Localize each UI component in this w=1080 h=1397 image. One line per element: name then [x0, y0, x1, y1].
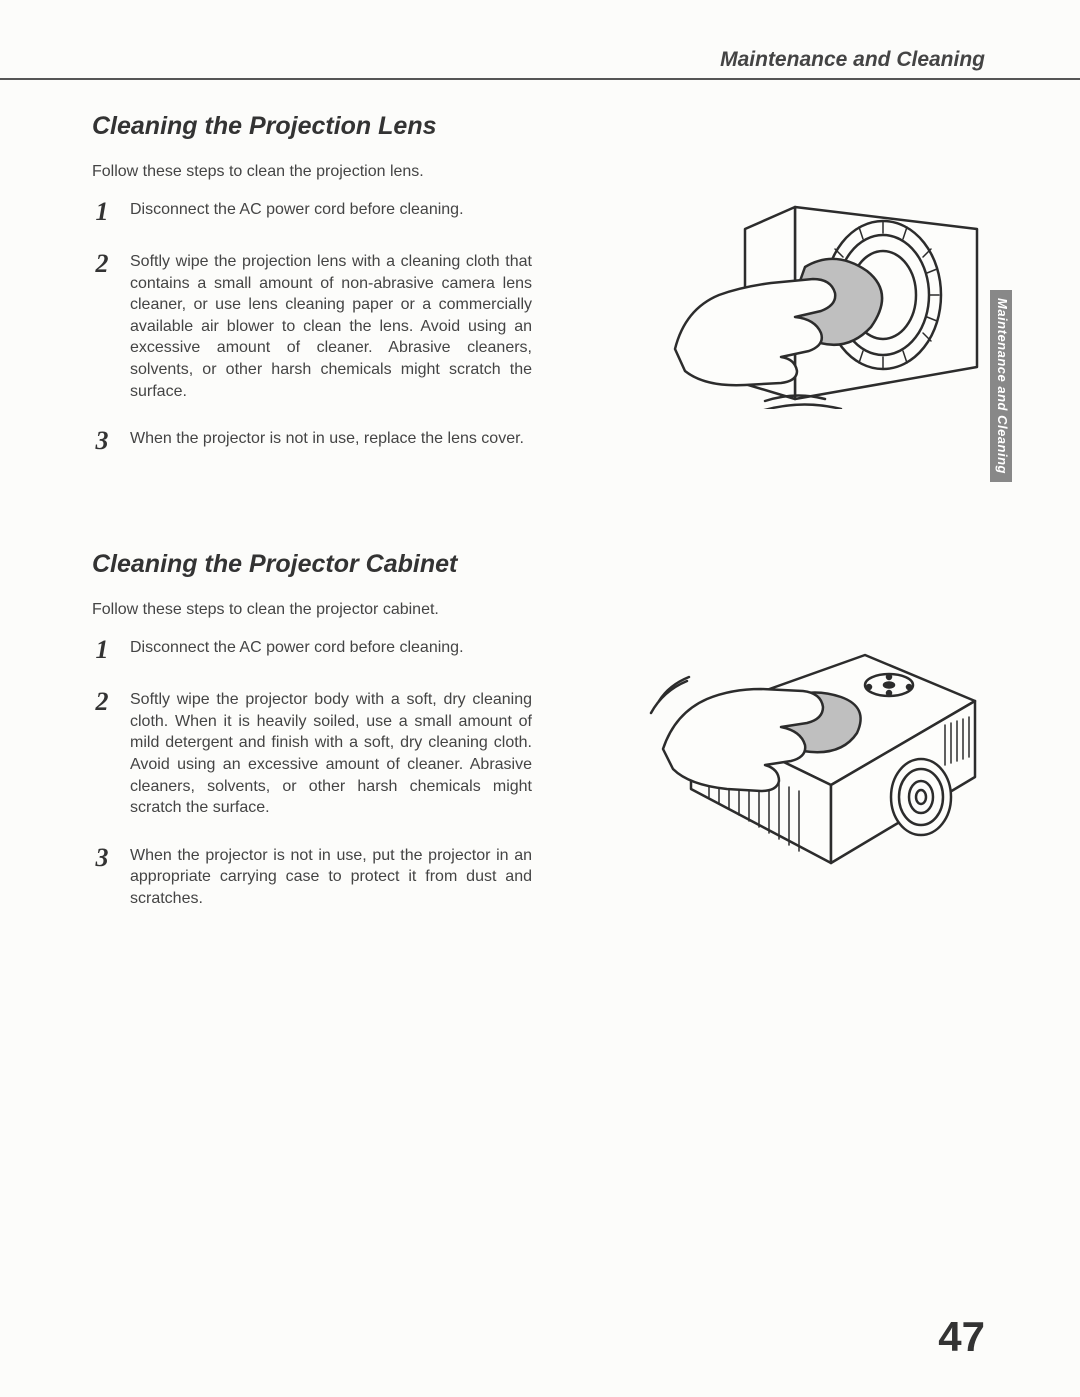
step-number: 3: [92, 845, 112, 910]
step-number: 3: [92, 428, 112, 454]
step-text: Softly wipe the projector body with a so…: [130, 689, 532, 819]
step: 1 Disconnect the AC power cord before cl…: [92, 199, 532, 225]
step: 2 Softly wipe the projection lens with a…: [92, 251, 532, 402]
step-text: Disconnect the AC power cord before clea…: [130, 199, 464, 225]
step: 3 When the projector is not in use, repl…: [92, 428, 532, 454]
running-head: Maintenance and Cleaning: [720, 48, 985, 72]
section2-intro: Follow these steps to clean the projecto…: [92, 601, 985, 619]
page-number: 47: [938, 1313, 985, 1361]
section2-block: 1 Disconnect the AC power cord before cl…: [92, 637, 985, 935]
lens-cleaning-illustration: [645, 199, 985, 409]
page-content: Cleaning the Projection Lens Follow thes…: [92, 100, 985, 936]
step-text: Softly wipe the projection lens with a c…: [130, 251, 532, 402]
step-number: 2: [92, 251, 112, 402]
step: 3 When the projector is not in use, put …: [92, 845, 532, 910]
header-rule: [0, 78, 1080, 80]
section2-title: Cleaning the Projector Cabinet: [92, 550, 985, 579]
step: 1 Disconnect the AC power cord before cl…: [92, 637, 532, 663]
section2-steps: 1 Disconnect the AC power cord before cl…: [92, 637, 532, 935]
step-text: When the projector is not in use, put th…: [130, 845, 532, 910]
step-number: 1: [92, 637, 112, 663]
step: 2 Softly wipe the projector body with a …: [92, 689, 532, 819]
step-number: 1: [92, 199, 112, 225]
section2: Cleaning the Projector Cabinet Follow th…: [92, 550, 985, 935]
step-number: 2: [92, 689, 112, 819]
manual-page: Maintenance and Cleaning Maintenance and…: [0, 0, 1080, 1397]
section-tab: Maintenance and Cleaning: [990, 290, 1012, 482]
cabinet-cleaning-illustration: [645, 637, 985, 877]
section1-steps: 1 Disconnect the AC power cord before cl…: [92, 199, 532, 480]
step-text: Disconnect the AC power cord before clea…: [130, 637, 464, 663]
section1-title: Cleaning the Projection Lens: [92, 112, 985, 141]
section1-intro: Follow these steps to clean the projecti…: [92, 163, 985, 181]
step-text: When the projector is not in use, replac…: [130, 428, 524, 454]
section1-block: 1 Disconnect the AC power cord before cl…: [92, 199, 985, 480]
